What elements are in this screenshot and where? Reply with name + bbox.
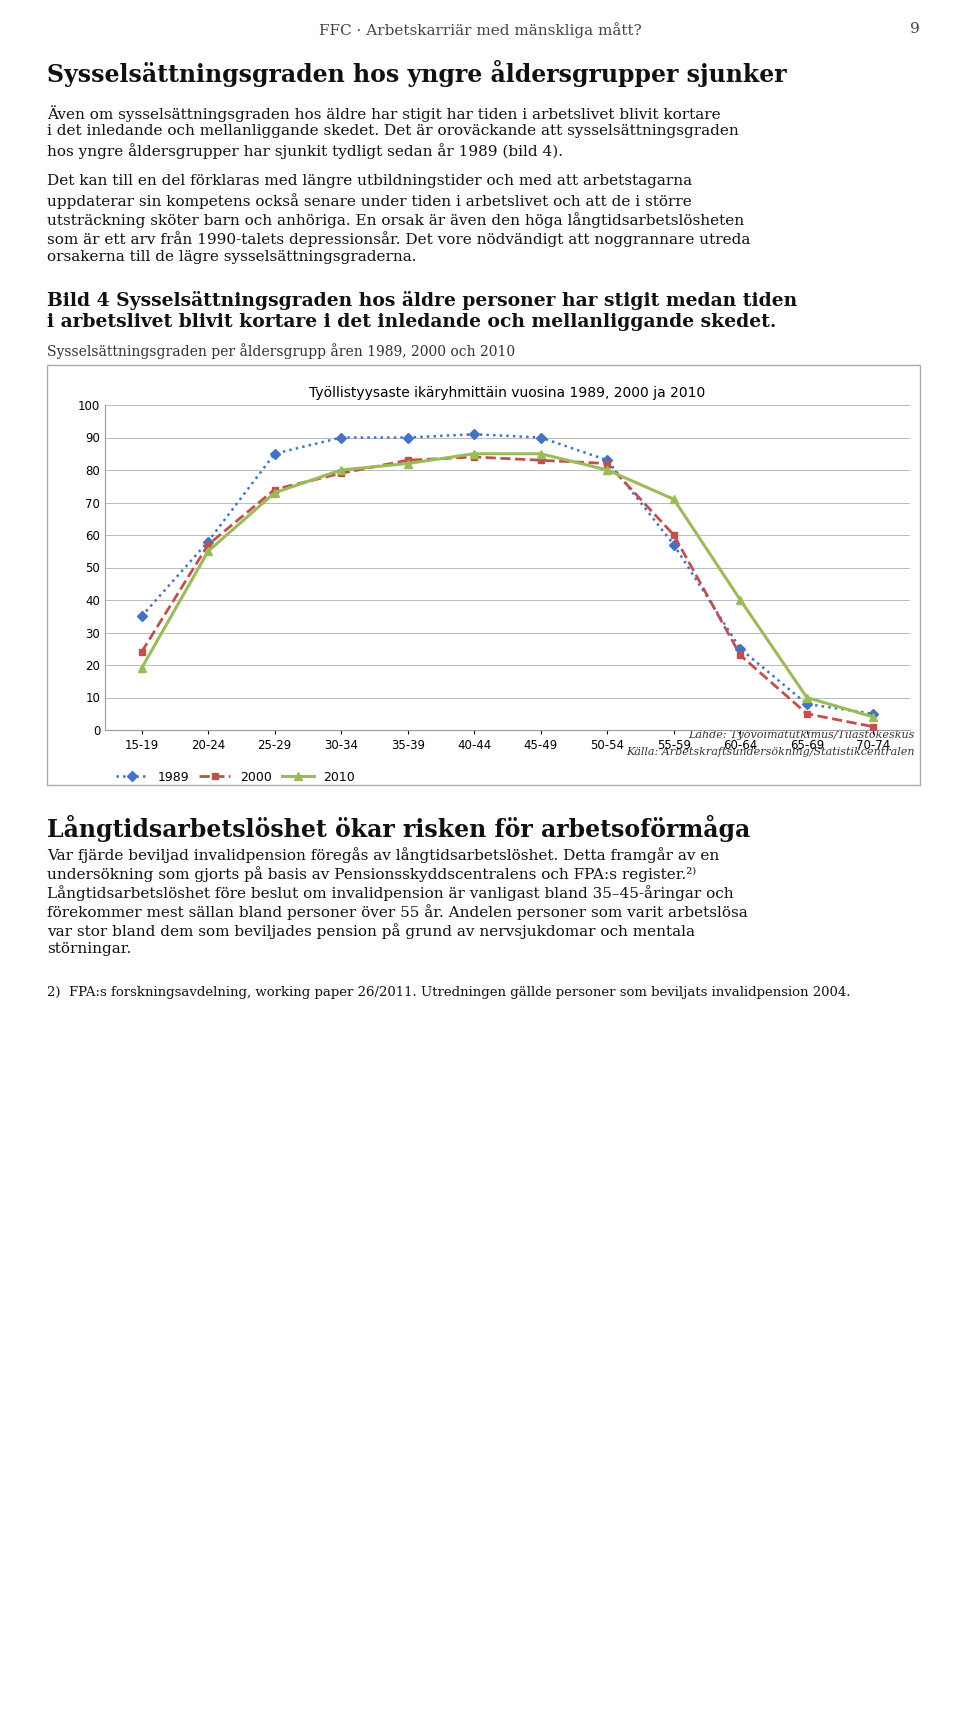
Text: i det inledande och mellanliggande skedet. Det är oroväckande att sysselsättning: i det inledande och mellanliggande skede… xyxy=(47,125,739,139)
Text: Lähde: Työvoimatutkimus/Tilastokeskus: Lähde: Työvoimatutkimus/Tilastokeskus xyxy=(688,729,915,740)
Text: uppdaterar sin kompetens också senare under tiden i arbetslivet och att de i stö: uppdaterar sin kompetens också senare un… xyxy=(47,192,692,210)
Text: undersökning som gjorts på basis av Pensionsskyddscentralens och FPA:s register.: undersökning som gjorts på basis av Pens… xyxy=(47,866,696,882)
Text: Var fjärde beviljad invalidpension föregås av långtidsarbetslöshet. Detta framgå: Var fjärde beviljad invalidpension föreg… xyxy=(47,847,719,863)
Bar xyxy=(47,365,920,785)
Text: i arbetslivet blivit kortare i det inledande och mellanliggande skedet.: i arbetslivet blivit kortare i det inled… xyxy=(47,313,777,331)
Text: utsträckning sköter barn och anhöriga. En orsak är även den höga långtidsarbetsl: utsträckning sköter barn och anhöriga. E… xyxy=(47,211,744,229)
Text: Det kan till en del förklaras med längre utbildningstider och med att arbetstaga: Det kan till en del förklaras med längre… xyxy=(47,173,692,189)
Text: Sysselsättningsgraden per åldersgrupp åren 1989, 2000 och 2010: Sysselsättningsgraden per åldersgrupp år… xyxy=(47,343,516,359)
Text: Långtidsarbetslöshet före beslut om invalidpension är vanligast bland 35–45-årin: Långtidsarbetslöshet före beslut om inva… xyxy=(47,885,733,901)
Text: FFC · Arbetskarriär med mänskliga mått?: FFC · Arbetskarriär med mänskliga mått? xyxy=(319,23,641,38)
Text: störningar.: störningar. xyxy=(47,942,132,956)
Text: förekommer mest sällan bland personer över 55 år. Andelen personer som varit arb: förekommer mest sällan bland personer öv… xyxy=(47,904,748,920)
Legend: 1989, 2000, 2010: 1989, 2000, 2010 xyxy=(111,766,360,788)
Text: Långtidsarbetslöshet ökar risken för arbetsoförmåga: Långtidsarbetslöshet ökar risken för arb… xyxy=(47,816,751,842)
Text: Sysselsättningsgraden hos yngre åldersgrupper sjunker: Sysselsättningsgraden hos yngre åldersgr… xyxy=(47,61,786,87)
Text: Även om sysselsättningsgraden hos äldre har stigit har tiden i arbetslivet blivi: Även om sysselsättningsgraden hos äldre … xyxy=(47,106,721,121)
Text: 2)  FPA:s forskningsavdelning, working paper 26/2011. Utredningen gällde persone: 2) FPA:s forskningsavdelning, working pa… xyxy=(47,986,851,999)
Text: som är ett arv från 1990-talets depressionsår. Det vore nödvändigt att noggranna: som är ett arv från 1990-talets depressi… xyxy=(47,230,751,248)
Text: orsakerna till de lägre sysselsättningsgraderna.: orsakerna till de lägre sysselsättningsg… xyxy=(47,249,417,263)
Text: hos yngre åldersgrupper har sjunkit tydligt sedan år 1989 (bild 4).: hos yngre åldersgrupper har sjunkit tydl… xyxy=(47,144,563,159)
Title: Työllistyysaste ikäryhmittäin vuosina 1989, 2000 ja 2010: Työllistyysaste ikäryhmittäin vuosina 19… xyxy=(309,386,706,400)
Text: 9: 9 xyxy=(910,23,920,36)
Text: Källa: Arbetskraftsundersökning/Statistikcentralen: Källa: Arbetskraftsundersökning/Statisti… xyxy=(627,746,915,757)
Text: var stor bland dem som beviljades pension på grund av nervsjukdomar och mentala: var stor bland dem som beviljades pensio… xyxy=(47,923,695,939)
Text: Bild 4 Sysselsättningsgraden hos äldre personer har stigit medan tiden: Bild 4 Sysselsättningsgraden hos äldre p… xyxy=(47,291,797,310)
